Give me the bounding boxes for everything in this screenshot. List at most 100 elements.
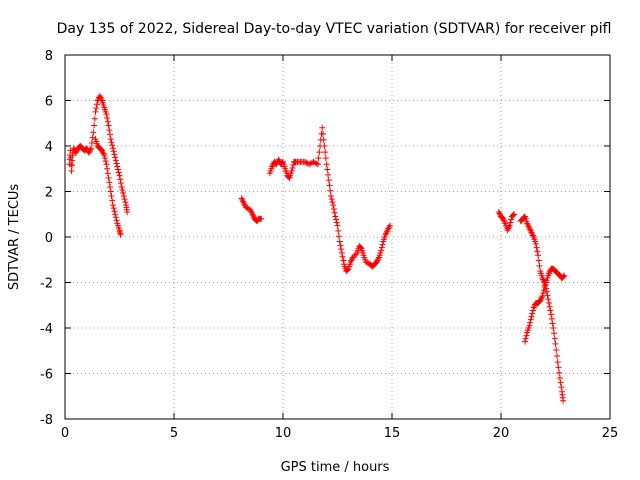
y-tick-label: 6 xyxy=(45,95,53,110)
x-tick-label: 10 xyxy=(275,426,292,441)
data-point xyxy=(553,353,560,360)
data-point xyxy=(560,273,567,280)
data-point xyxy=(521,338,528,345)
data-point xyxy=(290,161,297,168)
data-point xyxy=(332,213,339,220)
data-point xyxy=(115,166,122,173)
data-point xyxy=(313,160,320,167)
data-point xyxy=(118,183,125,190)
data-point xyxy=(107,131,114,138)
data-point xyxy=(553,346,560,353)
data-point xyxy=(329,199,336,206)
data-point xyxy=(320,136,327,143)
data-point xyxy=(121,196,128,203)
data-point xyxy=(314,161,321,168)
data-point xyxy=(315,155,322,162)
data-point xyxy=(124,208,131,215)
data-point xyxy=(556,369,563,376)
data-point xyxy=(527,316,534,323)
x-axis-label: GPS time / hours xyxy=(281,460,390,475)
x-tick-label: 15 xyxy=(384,426,401,441)
data-point xyxy=(104,170,111,177)
y-tick-label: -2 xyxy=(40,277,53,292)
data-point xyxy=(334,222,341,229)
data-point xyxy=(327,193,334,200)
data-point xyxy=(330,202,337,209)
y-tick-label: -8 xyxy=(40,413,53,428)
data-point xyxy=(110,148,117,155)
data-point xyxy=(115,169,122,176)
data-point xyxy=(91,122,98,129)
data-point xyxy=(336,238,343,245)
data-point xyxy=(532,240,539,247)
data-point xyxy=(303,159,310,166)
data-point xyxy=(552,340,559,347)
data-point xyxy=(112,157,119,164)
data-point xyxy=(526,322,533,329)
data-point xyxy=(104,165,111,172)
y-tick-label: -4 xyxy=(40,322,53,337)
data-point xyxy=(288,168,295,175)
data-point xyxy=(325,177,332,184)
data-point xyxy=(113,217,120,224)
data-point xyxy=(316,149,323,156)
data-point xyxy=(548,315,555,322)
data-point xyxy=(319,130,326,137)
data-point xyxy=(111,208,118,215)
data-point xyxy=(326,182,333,189)
data-point xyxy=(535,252,542,259)
data-point xyxy=(557,379,564,386)
data-point xyxy=(555,364,562,371)
data-point xyxy=(327,187,334,194)
data-point xyxy=(108,193,115,200)
data-point xyxy=(68,168,75,175)
data-point xyxy=(540,276,547,283)
data-point xyxy=(104,118,111,125)
data-point xyxy=(333,219,340,226)
data-point xyxy=(111,151,118,158)
data-point xyxy=(104,114,111,121)
data-point xyxy=(122,199,129,206)
data-point xyxy=(337,242,344,249)
data-point xyxy=(324,166,331,173)
data-point xyxy=(328,196,335,203)
data-point xyxy=(110,205,117,212)
data-point xyxy=(534,248,541,255)
data-point xyxy=(112,214,119,221)
data-point xyxy=(560,397,567,404)
data-point xyxy=(529,307,536,314)
data-point xyxy=(554,359,561,366)
data-point xyxy=(93,105,100,112)
data-point xyxy=(540,287,547,294)
data-point xyxy=(556,375,563,382)
data-point xyxy=(68,162,75,169)
data-point xyxy=(357,244,364,251)
data-point xyxy=(545,299,552,306)
data-point xyxy=(333,216,340,223)
data-point xyxy=(103,161,110,168)
data-point xyxy=(561,272,568,279)
data-point xyxy=(331,209,338,216)
y-tick-label: 8 xyxy=(45,49,53,64)
data-point xyxy=(323,161,330,168)
x-tick-label: 20 xyxy=(493,426,510,441)
y-tick-label: -6 xyxy=(40,368,53,383)
data-point xyxy=(335,227,342,234)
data-point xyxy=(119,186,126,193)
data-point xyxy=(549,320,556,327)
data-point xyxy=(551,330,558,337)
data-point xyxy=(116,172,123,179)
data-point xyxy=(386,222,393,229)
data-point xyxy=(379,241,386,248)
grid xyxy=(65,55,610,419)
data-point xyxy=(90,129,97,136)
data-point xyxy=(88,145,95,152)
data-point xyxy=(528,313,535,320)
data-point xyxy=(550,325,557,331)
data-point xyxy=(322,149,329,156)
data-point xyxy=(319,124,326,131)
data-point xyxy=(548,311,555,318)
data-point xyxy=(109,145,116,152)
data-point xyxy=(92,108,99,115)
